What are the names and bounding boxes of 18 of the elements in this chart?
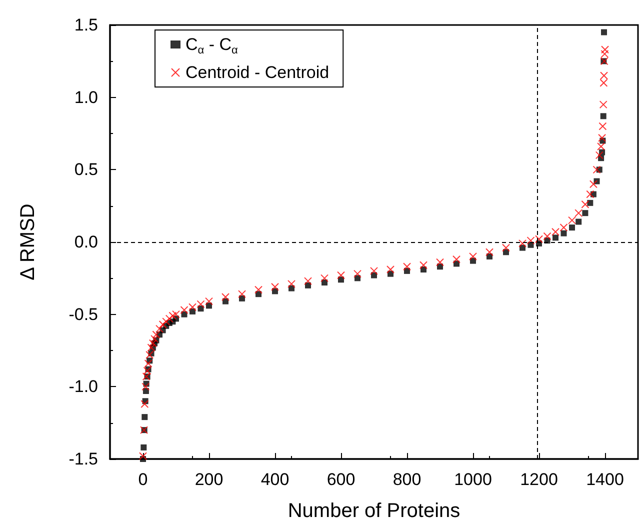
x-tick-label: 1000 <box>454 470 492 489</box>
y-tick-label: 1.5 <box>74 16 98 34</box>
y-tick-label: 0.0 <box>74 232 98 252</box>
y-tick-label: -1.5 <box>68 450 98 468</box>
y-tick-label: -0.5 <box>68 304 98 324</box>
x-tick-label: 400 <box>260 470 290 489</box>
legend-label: Centroid - Centroid <box>186 63 330 82</box>
x-tick-label: 800 <box>392 470 422 489</box>
x-tick-label: 1200 <box>520 470 558 489</box>
y-tick-label: 1.0 <box>74 88 98 107</box>
y-tick-label: -1.0 <box>68 377 98 396</box>
x-tick-label: 1400 <box>586 470 624 489</box>
y-tick-label: 0.5 <box>74 160 98 180</box>
y-axis-title: Δ RMSD <box>17 204 39 280</box>
x-axis-title: Number of Proteins <box>288 500 460 522</box>
x-tick-label: 200 <box>194 470 224 489</box>
x-tick-label: 0 <box>138 470 148 489</box>
x-tick-label: 600 <box>326 470 356 489</box>
